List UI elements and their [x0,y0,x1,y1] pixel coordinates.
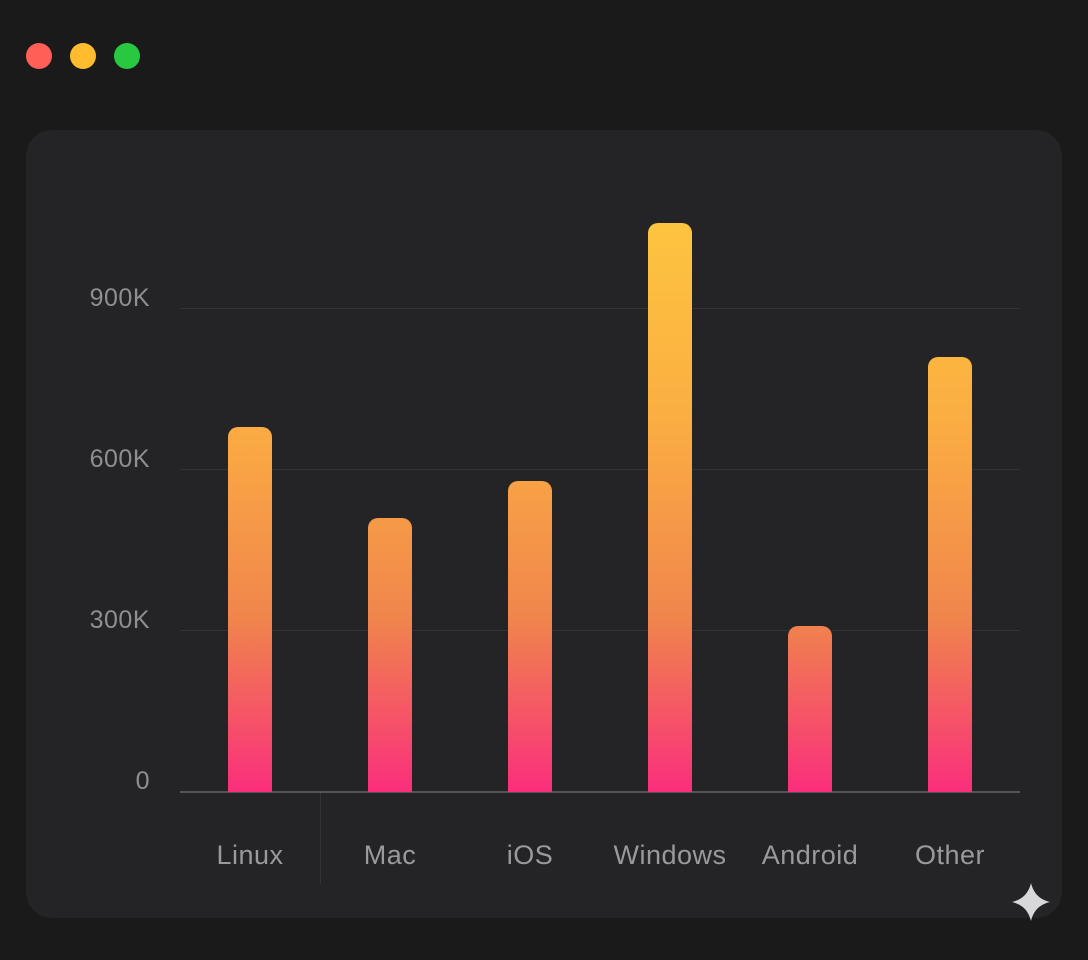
bar-other [928,357,972,792]
bar-chart: 0 300K 600K 900K Linux Mac iOS Windows Android Ot… [90,192,1020,884]
gridline-900K [180,308,1020,309]
bar-linux [228,427,272,792]
x-axis-label-mac: Mac [363,840,417,870]
gridline-600K [180,469,1020,470]
x-axis-label-linux: Linux [216,840,284,870]
sparkle-icon [1012,883,1050,921]
axis-tick [320,792,321,884]
zoom-button[interactable] [114,43,140,69]
x-axis-label-other: Other [914,840,986,870]
y-axis-label-600k: 600K [89,445,150,473]
titlebar [26,43,140,69]
gridline-300K [180,630,1020,631]
bar-ios [508,481,552,792]
x-axis-label-android: Android [761,840,859,870]
x-axis-line [180,791,1020,793]
x-axis-label-ios: iOS [506,840,554,870]
y-axis-label-300k: 300K [89,606,150,634]
bar-mac [368,518,412,792]
x-axis-label-windows: Windows [613,840,727,870]
bar-windows [648,223,692,792]
y-axis-label-0: 0 [135,767,150,795]
minimize-button[interactable] [70,43,96,69]
chart-card: 0 300K 600K 900K Linux Mac iOS Windows Android Ot… [26,130,1062,921]
y-axis-label-900k: 900K [89,284,150,312]
bar-android [788,626,832,792]
close-button[interactable] [26,43,52,69]
